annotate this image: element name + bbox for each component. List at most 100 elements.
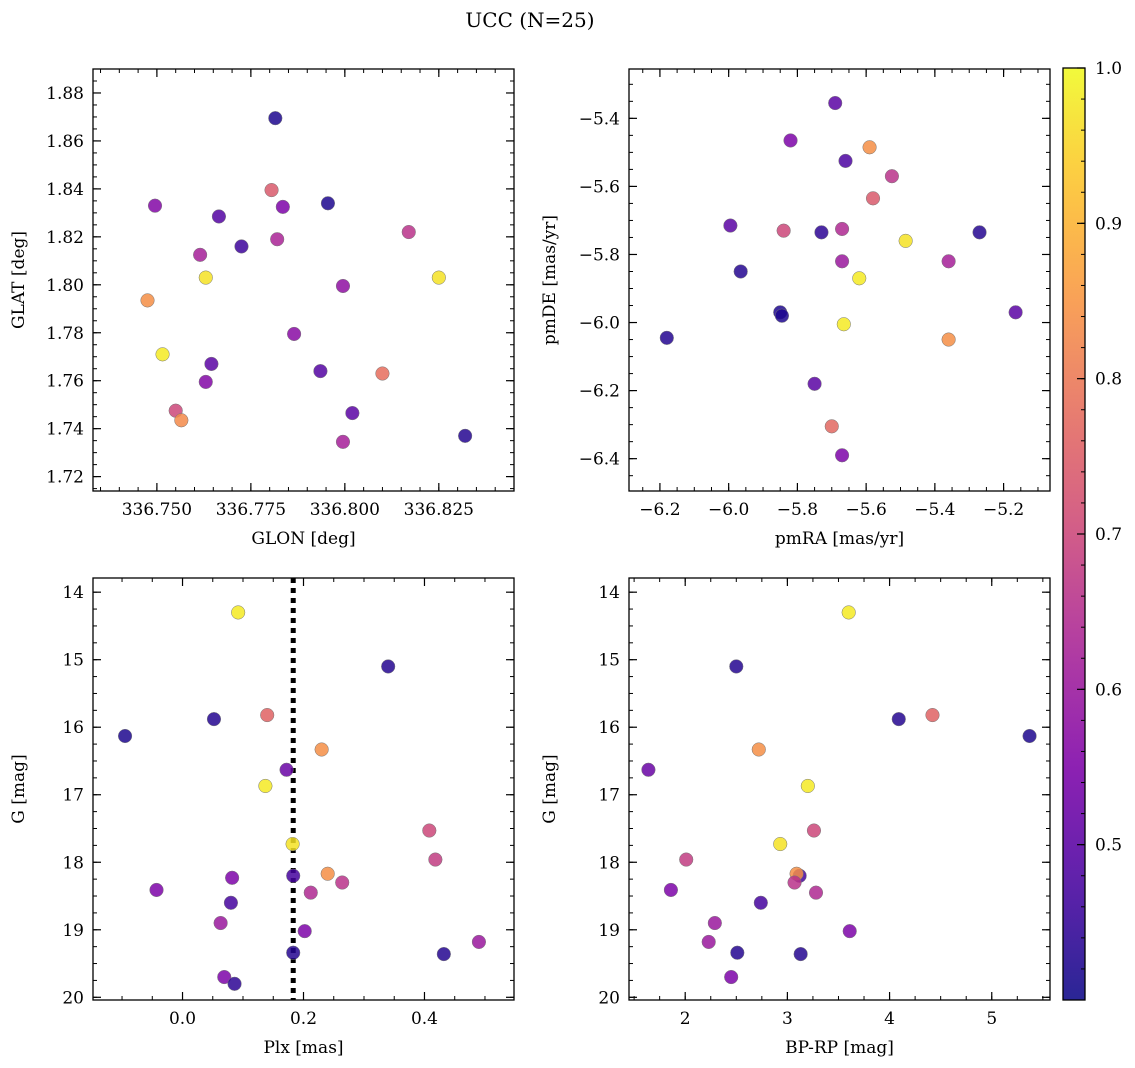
data-point xyxy=(972,225,987,240)
y-tick-label: 16 xyxy=(598,718,620,738)
x-tick-label: 2 xyxy=(680,1009,691,1029)
panel-bprp-g: 2 3 4 5 14 15 16 17 18 19 20 BP-RP [mag] G [mag] xyxy=(540,577,1051,1058)
data-point xyxy=(659,330,674,345)
y-tick-label: 20 xyxy=(62,988,84,1008)
data-point xyxy=(174,413,189,428)
data-point xyxy=(941,254,956,269)
colorbar-tick-label: 0.6 xyxy=(1095,680,1122,700)
data-point xyxy=(223,895,238,910)
x-tick-label: 0.0 xyxy=(169,1009,196,1029)
colorbar-tick-label: 0.8 xyxy=(1095,370,1122,390)
data-point xyxy=(835,254,850,269)
x-tick-label: −6.2 xyxy=(639,500,680,520)
y-tick-label: 17 xyxy=(62,786,84,806)
y-tick-label: 1.72 xyxy=(46,468,84,488)
data-point xyxy=(707,915,722,931)
x-axis-label: Plx [mas] xyxy=(263,1038,343,1058)
x-tick-label: −5.2 xyxy=(983,500,1024,520)
ticks xyxy=(93,68,515,491)
x-axis-label: BP-RP [mag] xyxy=(785,1038,894,1058)
x-axis-label: GLON [deg] xyxy=(251,529,355,549)
data-point xyxy=(286,868,301,883)
data-point xyxy=(925,708,940,723)
data-point xyxy=(231,605,246,620)
data-point xyxy=(264,183,279,198)
y-tick-label: 1.80 xyxy=(46,276,84,296)
y-tick-label: 20 xyxy=(598,988,620,1008)
colorbar-gradient xyxy=(1063,68,1085,1000)
y-tick-label: 18 xyxy=(62,853,84,873)
data-point xyxy=(431,270,446,285)
colorbar-tick-label: 0.5 xyxy=(1095,836,1122,856)
axes-frame xyxy=(92,577,515,1001)
panel-pmra-pmde: −6.2 −6.0 −5.8 −5.6 −5.4 −5.2 −6.4 −6.2 −6.0 −5.8… xyxy=(540,68,1051,549)
panel-plx-g: 0.0 0.2 0.4 14 15 16 17 18 19 20 Plx [mas] G [mag] xyxy=(9,577,515,1058)
data-point xyxy=(808,885,824,900)
data-point xyxy=(663,882,678,897)
panel-glon-glat: 336.750 336.775 336.800 336.825 1.72 1.74 1.76… xyxy=(9,68,515,549)
data-point xyxy=(793,947,808,962)
data-point xyxy=(303,885,318,900)
y-tick-label: 1.86 xyxy=(46,132,84,152)
data-point xyxy=(800,778,815,794)
data-point xyxy=(1008,305,1023,320)
data-point xyxy=(814,225,829,240)
y-tick-label: 14 xyxy=(62,583,84,603)
x-tick-label: −6.0 xyxy=(708,500,749,520)
y-axis-label: GLAT [deg] xyxy=(9,231,29,329)
ticks xyxy=(93,578,514,1000)
x-tick-label: 336.750 xyxy=(122,500,192,520)
data-point xyxy=(204,356,219,371)
data-point xyxy=(320,866,335,881)
colorbar: 0.5 0.6 0.7 0.8 0.9 1.0 xyxy=(1062,59,1122,1001)
figure-title: UCC (N=25) xyxy=(465,8,594,32)
data-point xyxy=(774,308,789,323)
data-point xyxy=(1022,728,1037,744)
data-point xyxy=(279,762,294,777)
data-point xyxy=(724,969,739,985)
colorbar-frame xyxy=(1062,67,1086,1001)
data-point xyxy=(729,659,744,674)
data-point xyxy=(335,278,351,294)
y-tick-label: 16 xyxy=(62,718,84,738)
y-tick-label: −5.4 xyxy=(579,109,620,129)
data-point xyxy=(225,870,240,885)
data-point xyxy=(835,221,850,237)
data-point xyxy=(286,945,301,960)
y-tick-label: −5.6 xyxy=(579,177,620,197)
data-point xyxy=(381,659,396,674)
y-tick-label: −6.0 xyxy=(579,314,620,334)
y-tick-label: −6.4 xyxy=(579,450,620,470)
scatter-points xyxy=(641,605,1037,985)
data-point xyxy=(422,823,437,838)
data-point xyxy=(335,875,350,890)
axes-frame xyxy=(628,68,1051,492)
ticks xyxy=(629,578,1050,1000)
data-point xyxy=(836,317,851,332)
data-point xyxy=(314,742,329,757)
data-point xyxy=(828,95,843,111)
data-point xyxy=(217,969,232,985)
data-point xyxy=(193,247,208,262)
data-point xyxy=(824,419,839,434)
data-point xyxy=(345,406,360,421)
x-tick-label: 336.825 xyxy=(404,500,474,520)
data-point xyxy=(147,198,163,213)
y-tick-label: 15 xyxy=(62,651,84,671)
data-point xyxy=(701,934,716,949)
x-tick-label: 0.2 xyxy=(290,1009,317,1029)
x-tick-label: 5 xyxy=(986,1009,997,1029)
y-tick-label: 1.74 xyxy=(46,420,84,440)
data-point xyxy=(258,778,273,794)
y-tick-label: 18 xyxy=(598,853,620,873)
y-tick-label: 19 xyxy=(598,921,620,941)
data-point xyxy=(751,742,766,757)
data-point xyxy=(842,924,857,939)
data-point xyxy=(841,605,856,620)
data-point xyxy=(401,224,416,240)
axes-frame xyxy=(628,577,1051,1001)
scatter-points xyxy=(140,111,473,449)
data-point xyxy=(471,934,486,949)
data-point xyxy=(313,364,328,379)
